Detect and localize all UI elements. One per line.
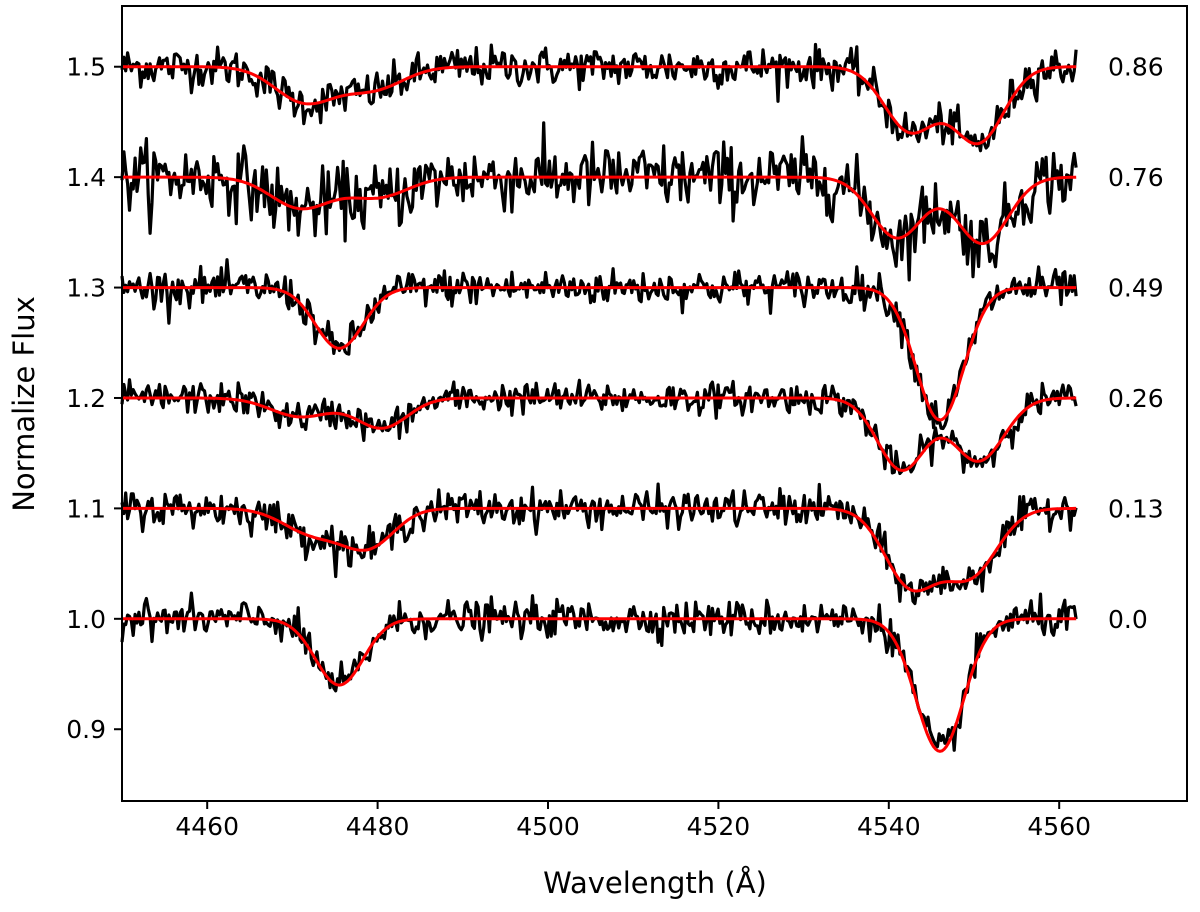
axis-ticks: 4460 4480 4500 4520 4540 4560 0.9 1.0 1.1 1.2 1.3 1…: [66, 53, 1091, 841]
x-tick-label: 4500: [516, 812, 580, 841]
model-fit-0.49: [122, 286, 1077, 422]
observed-spectrum-0.0: [120, 591, 1078, 752]
y-tick-label: 1.5: [66, 53, 106, 82]
observed-spectrum-0.76: [120, 121, 1078, 282]
phase-label: 0.0: [1108, 605, 1148, 634]
spectra-curves: [120, 42, 1078, 753]
y-tick-label: 1.3: [66, 274, 106, 303]
y-tick-label: 1.1: [66, 494, 106, 523]
phase-label: 0.26: [1108, 384, 1164, 413]
y-axis-label: Normalize Flux: [7, 296, 41, 512]
x-tick-label: 4540: [857, 812, 921, 841]
model-fit-0.13: [122, 506, 1077, 593]
x-tick-label: 4560: [1027, 812, 1091, 841]
phase-label: 0.49: [1108, 274, 1164, 303]
y-tick-label: 0.9: [66, 715, 106, 744]
observed-spectrum-0.86: [120, 42, 1078, 153]
x-tick-label: 4460: [175, 812, 239, 841]
plot-frame: [121, 5, 1188, 802]
x-axis-label: Wavelength (Å): [543, 866, 767, 900]
model-fit-0.76: [122, 175, 1077, 246]
model-fit-0.0: [122, 617, 1077, 753]
phase-label: 0.76: [1108, 163, 1164, 192]
x-tick-label: 4520: [687, 812, 751, 841]
x-tick-label: 4480: [346, 812, 410, 841]
y-tick-label: 1.2: [66, 384, 106, 413]
phase-label: 0.86: [1108, 53, 1164, 82]
model-fit-0.26: [122, 396, 1077, 472]
model-fit-0.86: [122, 65, 1077, 146]
phase-label: 0.13: [1108, 494, 1164, 523]
y-tick-label: 1.4: [66, 163, 106, 192]
y-tick-label: 1.0: [66, 605, 106, 634]
phase-labels: 0.86 0.76 0.49 0.26 0.13 0.0: [1108, 53, 1164, 634]
